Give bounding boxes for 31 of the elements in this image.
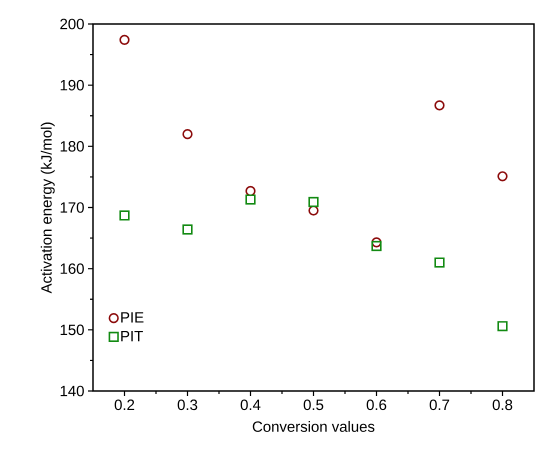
y-tick-label: 170 <box>60 202 84 213</box>
legend-label: PIT <box>121 331 143 342</box>
point <box>434 100 445 110</box>
x-tick-label: 0.6 <box>366 400 386 410</box>
point <box>119 210 130 221</box>
point <box>434 257 445 268</box>
point <box>371 240 382 252</box>
y-tick-label: 140 <box>60 386 84 396</box>
x-tick-label: 0.3 <box>178 400 198 410</box>
y-tick-label: 150 <box>60 324 84 336</box>
x-axis-title: Conversion values <box>252 420 374 432</box>
x-tick-label: 0.5 <box>304 400 324 410</box>
y-tick-label: 180 <box>60 141 84 152</box>
point <box>182 224 193 235</box>
x-tick-label: 0.8 <box>492 400 512 410</box>
point <box>371 237 382 248</box>
legend-label: PIE <box>121 312 144 323</box>
point <box>497 171 508 182</box>
point <box>119 34 130 46</box>
point <box>497 321 508 332</box>
x-tick-label: 0.2 <box>114 400 134 410</box>
x-tick-label: 0.7 <box>430 400 450 410</box>
point <box>308 196 319 208</box>
y-axis-title: Activation energy (kJ/mol) <box>40 122 55 294</box>
y-tick-label: 200 <box>60 18 84 30</box>
point <box>245 194 256 205</box>
point <box>245 186 256 196</box>
y-tick-label: 160 <box>60 263 84 274</box>
point <box>182 129 193 140</box>
x-tick-label: 0.4 <box>240 400 260 410</box>
y-tick-label: 190 <box>60 80 84 90</box>
